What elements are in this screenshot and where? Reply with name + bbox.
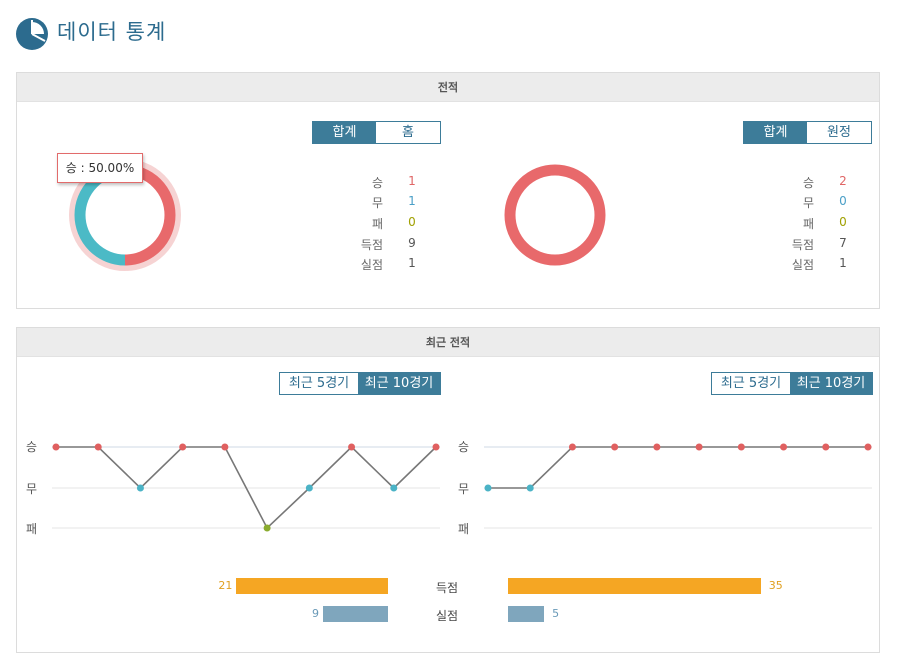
left-recent-toggle: 최근 5경기 최근 10경기 bbox=[279, 372, 441, 395]
form-point-win bbox=[695, 443, 703, 451]
form-point-win bbox=[611, 443, 619, 451]
recent-panel: 최근 전적 bbox=[16, 327, 880, 653]
bar-left-conceded bbox=[323, 606, 388, 622]
y-label-loss: 패 bbox=[26, 522, 38, 536]
form-point-win bbox=[221, 443, 229, 451]
recent-section-title: 최근 전적 bbox=[17, 328, 879, 357]
right-recent-toggle: 최근 5경기 최근 10경기 bbox=[711, 372, 873, 395]
left-toggle-total[interactable]: 합계 bbox=[313, 122, 376, 143]
bar-right-conceded bbox=[508, 606, 545, 622]
stat-label-loss: 패 bbox=[802, 217, 814, 231]
form-point-win bbox=[568, 443, 576, 451]
form-point-win bbox=[179, 443, 187, 451]
form-point-draw bbox=[136, 484, 144, 492]
y-label-draw: 무 bbox=[26, 482, 38, 496]
stat-label-draw: 무 bbox=[802, 196, 814, 210]
donut-slice-win bbox=[124, 164, 176, 266]
y-label-win: 승 bbox=[458, 440, 470, 454]
bar-value-right-goals: 35 bbox=[768, 579, 783, 592]
stat-value-conceded: 1 bbox=[408, 256, 416, 270]
stat-label-win: 승 bbox=[371, 176, 383, 190]
form-point-draw bbox=[484, 484, 492, 492]
form-point-win bbox=[737, 443, 745, 451]
right-toggle-total[interactable]: 합계 bbox=[744, 122, 807, 143]
bar-value-left-goals: 21 bbox=[218, 579, 233, 592]
stat-label-win: 승 bbox=[802, 176, 814, 190]
bar-right-goals bbox=[508, 578, 761, 594]
donut-slice-win bbox=[504, 164, 606, 266]
left-toggle-last10[interactable]: 최근 10경기 bbox=[358, 373, 440, 394]
right-toggle-last10[interactable]: 최근 10경기 bbox=[790, 373, 872, 394]
form-point-win bbox=[780, 443, 788, 451]
right-toggle-last5[interactable]: 최근 5경기 bbox=[720, 376, 782, 391]
form-point-win bbox=[653, 443, 661, 451]
donut-slice-draw bbox=[74, 164, 126, 266]
bar-value-left-conceded: 9 bbox=[312, 607, 319, 620]
stat-value-loss: 0 bbox=[839, 215, 847, 229]
y-label-win: 승 bbox=[26, 440, 38, 454]
stat-value-win: 1 bbox=[408, 174, 416, 188]
form-point-draw bbox=[526, 484, 534, 492]
form-point-win bbox=[94, 443, 102, 451]
stat-label-goals: 득점 bbox=[360, 238, 383, 252]
chart-tooltip: 승 : 50.00% bbox=[57, 153, 143, 183]
stat-label-goals: 득점 bbox=[791, 238, 814, 252]
bar-left-goals bbox=[236, 578, 388, 594]
bar-label-goals: 득점 bbox=[435, 581, 459, 595]
stat-label-draw: 무 bbox=[371, 196, 383, 210]
form-point-draw bbox=[305, 484, 313, 492]
stat-value-win: 2 bbox=[839, 174, 847, 188]
form-line bbox=[488, 446, 868, 489]
form-chart-right bbox=[484, 443, 872, 529]
form-point-loss bbox=[263, 524, 271, 532]
left-venue-toggle: 합계 홈 bbox=[312, 121, 441, 144]
bar-label-conceded: 실점 bbox=[435, 609, 459, 623]
donut-chart-right bbox=[504, 164, 606, 266]
stat-value-goals: 7 bbox=[839, 236, 847, 250]
stat-value-draw: 1 bbox=[408, 194, 416, 208]
pie-chart-icon bbox=[16, 18, 48, 50]
left-toggle-last5[interactable]: 최근 5경기 bbox=[288, 376, 350, 391]
form-point-win bbox=[432, 443, 440, 451]
form-point-win bbox=[52, 443, 60, 451]
left-toggle-home[interactable]: 홈 bbox=[402, 125, 414, 140]
form-line bbox=[56, 445, 437, 530]
form-chart-left bbox=[52, 443, 440, 532]
form-point-win bbox=[348, 443, 356, 451]
stat-label-loss: 패 bbox=[371, 217, 383, 231]
y-label-loss: 패 bbox=[458, 522, 470, 536]
y-label-draw: 무 bbox=[458, 482, 470, 496]
form-point-draw bbox=[390, 484, 398, 492]
record-section-title: 전적 bbox=[17, 73, 879, 102]
right-toggle-away[interactable]: 원정 bbox=[827, 125, 851, 140]
right-venue-toggle: 합계 원정 bbox=[743, 121, 872, 144]
stat-value-goals: 9 bbox=[408, 236, 416, 250]
bar-value-right-conceded: 5 bbox=[552, 607, 560, 620]
stat-value-draw: 0 bbox=[839, 194, 847, 208]
stat-value-loss: 0 bbox=[408, 215, 416, 229]
form-point-win bbox=[822, 443, 830, 451]
form-point-win bbox=[864, 443, 872, 451]
stat-value-conceded: 1 bbox=[839, 256, 847, 270]
stat-label-conceded: 실점 bbox=[791, 258, 814, 272]
stat-label-conceded: 실점 bbox=[360, 258, 383, 272]
page-title: 데이터 통계 bbox=[57, 20, 167, 44]
